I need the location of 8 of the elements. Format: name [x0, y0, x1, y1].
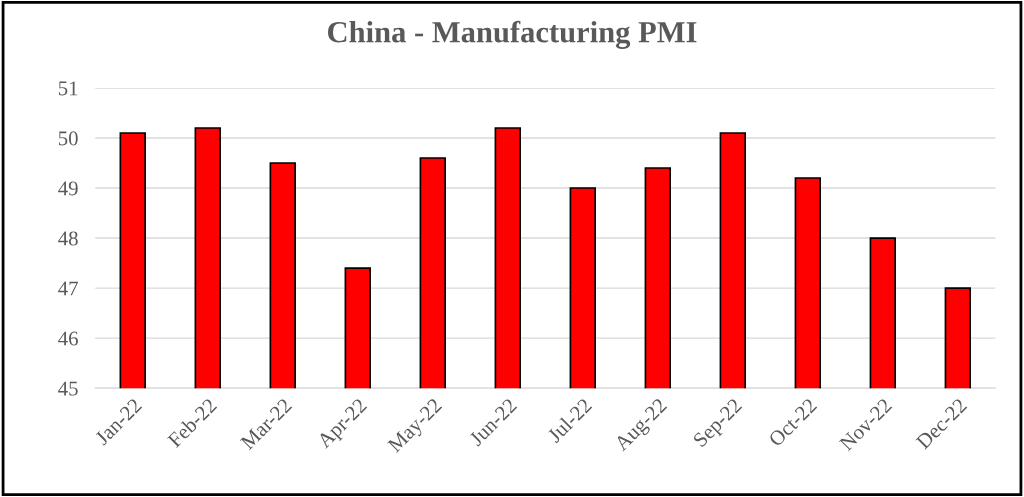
y-tick-label: 49: [58, 181, 78, 196]
y-tick-label: 45: [58, 381, 78, 396]
y-tick-label: 48: [58, 231, 78, 246]
y-tick-label: 46: [58, 331, 78, 346]
y-tick-label: 47: [58, 281, 78, 296]
y-tick-label: 51: [58, 81, 78, 96]
chart-title: China - Manufacturing PMI: [328, 20, 697, 49]
y-tick-label: 50: [58, 131, 78, 146]
